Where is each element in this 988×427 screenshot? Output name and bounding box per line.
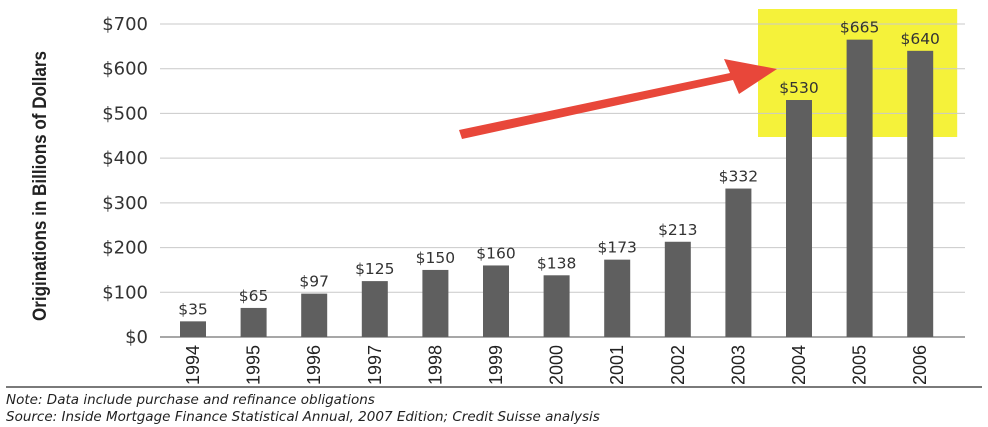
bar [664, 241, 691, 337]
source-text: Source: Inside Mortgage Finance Statisti… [6, 409, 600, 425]
note-text: Note: Data include purchase and refinanc… [6, 392, 375, 408]
x-tick-label: 2004 [789, 345, 809, 384]
data-label: $640 [900, 30, 939, 48]
x-tick-label: 1995 [244, 345, 264, 384]
annotation-arrow [459, 59, 777, 139]
x-tick-label: 1994 [183, 345, 203, 384]
bar [301, 293, 328, 337]
data-label: $173 [597, 239, 636, 257]
x-tick-label: 2006 [910, 345, 930, 384]
y-tick-label: $500 [102, 103, 148, 124]
data-label: $150 [416, 249, 455, 267]
y-tick-label: $700 [102, 14, 148, 35]
x-tick-label: 1997 [365, 345, 385, 384]
bar [907, 50, 934, 337]
y-tick-label: $100 [102, 282, 148, 303]
x-tick-label: 1999 [486, 345, 506, 384]
x-tick-label: 2005 [850, 345, 870, 384]
data-label: $332 [719, 168, 758, 186]
y-tick-label: $300 [102, 193, 148, 214]
data-label: $530 [779, 79, 818, 97]
bar [786, 100, 812, 337]
y-tick-label: $200 [102, 238, 148, 259]
y-tick-label: $600 [102, 59, 148, 80]
data-label: $160 [476, 244, 515, 262]
y-tick-label: $400 [102, 148, 148, 169]
x-tick-label: 1996 [304, 345, 324, 384]
x-tick-label: 1998 [425, 345, 445, 384]
x-tick-label: 2003 [728, 345, 748, 384]
x-tick-label: 2001 [607, 345, 627, 384]
x-tick-label: 2002 [668, 345, 688, 384]
data-label: $125 [355, 260, 394, 278]
bar [846, 39, 873, 338]
bar-chart: $0 $100 $200 $300 $400 $500 $600 $700 $35 1994 $65… [30, 9, 965, 384]
data-label: $213 [658, 221, 697, 239]
bar [422, 269, 449, 337]
bar [180, 321, 206, 337]
bar [604, 259, 631, 337]
data-label: $35 [178, 300, 208, 318]
bar [361, 281, 388, 337]
data-label: $138 [537, 254, 576, 272]
bar [543, 275, 570, 337]
bar [725, 188, 752, 337]
bar [240, 307, 267, 337]
data-label: $665 [840, 19, 879, 37]
data-label: $65 [239, 287, 269, 305]
y-tick-label: $0 [125, 327, 148, 348]
chart-notes: Note: Data include purchase and refinanc… [6, 386, 982, 426]
x-tick-label: 2000 [547, 345, 567, 384]
bar [483, 265, 509, 337]
data-label: $97 [299, 273, 329, 291]
y-axis-label: Originations in Billions of Dollars [30, 51, 51, 321]
